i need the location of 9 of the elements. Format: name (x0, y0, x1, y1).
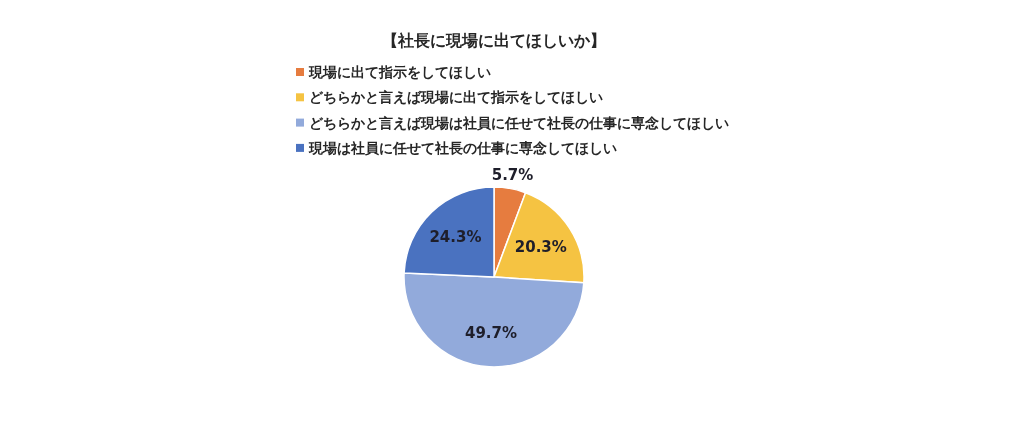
legend-label: どちらかと言えば現場に出て指示をしてほしい (309, 89, 603, 106)
data-label: 24.3% (429, 227, 482, 246)
data-label: 5.7% (491, 165, 534, 184)
legend-label: どちらかと言えば現場は社員に任せて社長の仕事に専念してほしい (309, 114, 729, 131)
data-label: 49.7% (465, 323, 518, 342)
chart-title: 【社長に現場に出てほしいか】 (382, 30, 606, 50)
legend-label: 現場に出て指示をしてほしい (308, 64, 491, 80)
legend-label: 現場は社員に任せて社長の仕事に専念してほしい (308, 139, 617, 156)
data-label: 20.3% (514, 237, 567, 256)
